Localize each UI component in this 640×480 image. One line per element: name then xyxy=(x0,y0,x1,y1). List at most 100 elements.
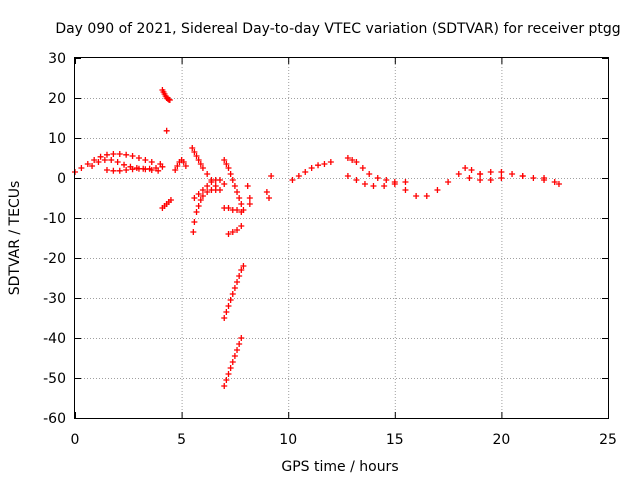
data-point xyxy=(509,171,516,177)
data-point xyxy=(189,145,196,151)
data-point xyxy=(129,153,136,159)
data-point xyxy=(223,161,230,167)
data-point xyxy=(234,227,241,233)
data-point xyxy=(191,195,198,201)
data-point xyxy=(308,165,315,171)
series-arc-negative-short xyxy=(159,197,174,211)
data-point xyxy=(236,195,243,201)
data-point xyxy=(413,193,420,199)
x-tick-label: 20 xyxy=(492,432,510,448)
data-point xyxy=(204,171,211,177)
data-point xyxy=(195,203,202,209)
data-point xyxy=(238,223,245,229)
data-point xyxy=(229,229,236,235)
data-point xyxy=(223,309,230,315)
data-point xyxy=(468,167,475,173)
data-point xyxy=(266,195,273,201)
data-point xyxy=(344,155,351,161)
data-point xyxy=(366,171,373,177)
data-point xyxy=(197,161,204,167)
x-tick-label: 25 xyxy=(599,432,617,448)
data-point xyxy=(101,157,108,163)
y-tick-label: -50 xyxy=(43,371,66,387)
data-point xyxy=(166,97,173,103)
data-point xyxy=(195,157,202,163)
data-point xyxy=(191,149,198,155)
data-point xyxy=(163,127,170,134)
chart-title: Day 090 of 2021, Sidereal Day-to-day VTE… xyxy=(55,21,620,37)
data-point xyxy=(221,383,228,389)
data-point xyxy=(172,167,179,173)
data-point xyxy=(159,163,166,170)
data-point xyxy=(208,179,215,185)
data-point xyxy=(541,175,548,181)
data-point xyxy=(229,291,236,297)
data-point xyxy=(231,183,238,189)
y-tick-label: 20 xyxy=(48,91,66,107)
data-point xyxy=(121,161,128,168)
data-point xyxy=(89,163,96,169)
series-arc-early-c xyxy=(103,165,162,174)
y-axis-label: SDTVAR / TECUs xyxy=(7,181,23,296)
data-points xyxy=(72,87,562,389)
data-point xyxy=(225,165,232,171)
data-point xyxy=(225,205,232,211)
data-point xyxy=(434,187,441,193)
x-tick-label: 10 xyxy=(279,432,297,448)
x-tick-label: 5 xyxy=(177,432,186,448)
data-point xyxy=(204,189,211,195)
y-tick-label: 0 xyxy=(57,171,66,187)
data-point xyxy=(114,159,121,165)
data-point xyxy=(402,187,409,193)
series-arc-steep-b xyxy=(221,335,245,389)
data-point xyxy=(244,183,251,189)
data-point xyxy=(227,171,234,177)
data-point xyxy=(236,341,243,347)
data-point xyxy=(84,161,91,167)
data-point xyxy=(466,175,473,181)
series-arc-early-a xyxy=(72,151,164,175)
x-axis-label: GPS time / hours xyxy=(281,459,398,475)
data-point xyxy=(302,169,309,175)
data-point xyxy=(530,175,537,181)
series-arc-mid-a xyxy=(172,157,189,173)
series-arc-mid-d xyxy=(190,187,219,235)
data-point xyxy=(231,353,238,359)
data-point xyxy=(263,189,270,195)
data-point xyxy=(498,175,505,181)
data-point xyxy=(212,187,219,193)
data-point xyxy=(221,315,228,321)
series-arc-isolated xyxy=(163,127,170,134)
data-point xyxy=(199,165,206,171)
y-tick-label: -60 xyxy=(43,411,66,427)
data-point xyxy=(116,151,123,157)
data-point xyxy=(519,173,526,179)
data-point xyxy=(238,201,245,207)
data-point xyxy=(199,187,206,193)
data-point xyxy=(78,165,85,171)
data-point xyxy=(344,173,351,179)
plot-frame xyxy=(74,57,609,419)
y-tick-label: 30 xyxy=(48,51,66,67)
data-point xyxy=(155,167,162,174)
data-point xyxy=(221,181,228,187)
data-point xyxy=(225,371,232,377)
data-point xyxy=(216,177,223,183)
data-point xyxy=(477,171,484,177)
data-point xyxy=(174,163,181,169)
data-point xyxy=(199,193,206,199)
data-point xyxy=(238,209,245,215)
data-point xyxy=(462,165,469,171)
series-arc-late-b xyxy=(344,155,390,183)
data-point xyxy=(182,163,189,169)
data-point xyxy=(129,166,136,173)
data-point xyxy=(167,197,174,203)
data-point xyxy=(103,167,110,173)
series-arc-steep-a xyxy=(221,263,247,321)
data-point xyxy=(229,177,236,183)
data-point xyxy=(423,193,430,199)
data-point xyxy=(116,167,123,174)
data-point xyxy=(487,177,494,183)
y-tick-label: 10 xyxy=(48,131,66,147)
